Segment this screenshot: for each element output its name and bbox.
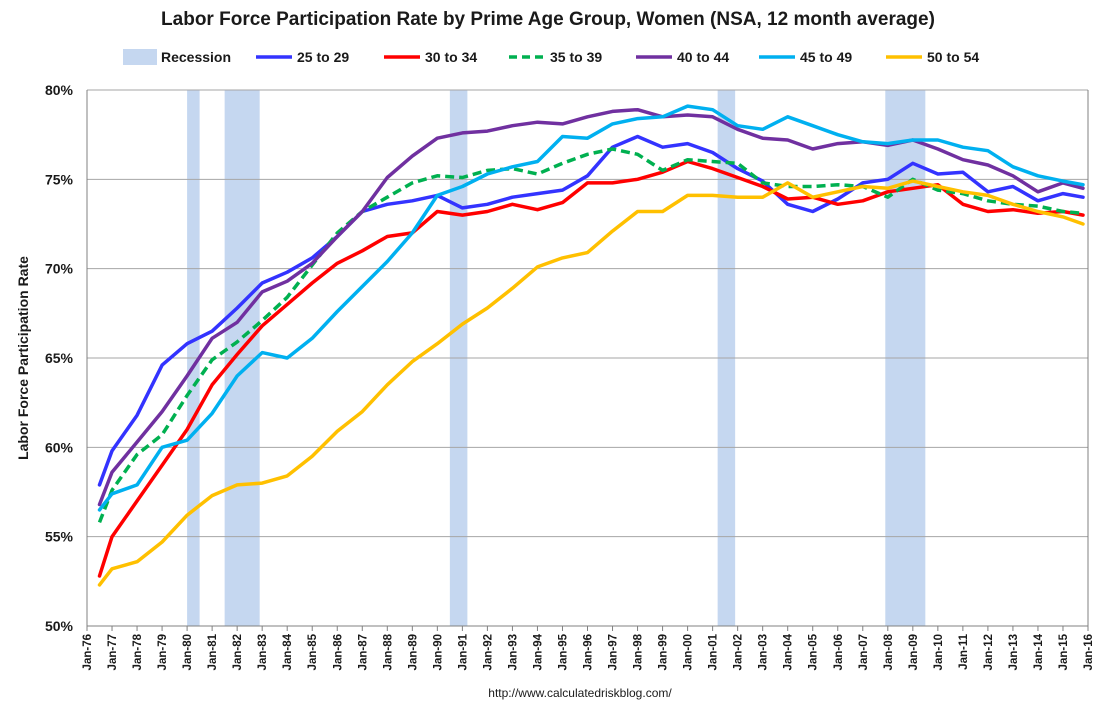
x-tick-label: Jan-94 (532, 633, 544, 670)
x-tick-label: Jan-13 (1008, 634, 1020, 670)
x-tick-label: Jan-99 (658, 634, 670, 670)
chart-title: Labor Force Participation Rate by Prime … (161, 9, 935, 30)
x-tick-label: Jan-91 (457, 633, 469, 670)
y-tick-label: 60% (45, 439, 74, 455)
series-lines (97, 104, 1085, 587)
y-tick-label: 55% (45, 529, 74, 545)
x-tick-label: Jan-16 (1083, 634, 1095, 670)
x-tick-label: Jan-95 (557, 633, 569, 670)
y-tick-label: 65% (45, 350, 74, 366)
axes: 50% 55% 60% 65% 70% 75% 80% Jan-76 Jan-77 Jan-78 J… (45, 82, 1095, 670)
series-45-to-49 (97, 104, 1085, 512)
source-url: http://www.calculatedriskblog.com/ (488, 686, 672, 700)
x-tick-label: Jan-89 (407, 634, 419, 670)
legend-label-50-to-54: 50 to 54 (927, 49, 979, 65)
x-tick-label: Jan-98 (633, 633, 645, 670)
x-tick-label: Jan-12 (983, 634, 995, 670)
legend-label-recession: Recession (161, 49, 231, 65)
x-tick-label: Jan-79 (157, 634, 169, 670)
x-tick-label: Jan-14 (1033, 633, 1045, 670)
x-tick-label: Jan-92 (482, 634, 494, 670)
x-tick-label: Jan-76 (82, 634, 94, 670)
y-tick-label: 70% (45, 261, 74, 277)
x-tick-label: Jan-88 (382, 633, 394, 670)
x-tick-label: Jan-10 (933, 634, 945, 670)
series-50-to-54 (97, 179, 1085, 587)
x-tick-label: Jan-05 (808, 633, 820, 670)
legend: Recession 25 to 29 30 to 34 35 to 39 40 to 4… (123, 49, 979, 65)
y-tick-label: 75% (45, 171, 74, 187)
x-tick-label: Jan-09 (908, 634, 920, 670)
legend-label-30-to-34: 30 to 34 (425, 49, 477, 65)
x-tick-label: Jan-15 (1058, 633, 1070, 670)
x-tick-label: Jan-83 (257, 634, 269, 670)
series-40-to-44 (97, 107, 1085, 507)
x-tick-label: Jan-08 (883, 633, 895, 670)
x-tick-label: Jan-02 (733, 634, 745, 670)
x-tick-label: Jan-03 (758, 634, 770, 670)
legend-label-35-to-39: 35 to 39 (550, 49, 602, 65)
x-tick-label: Jan-82 (232, 634, 244, 670)
x-tick-label: Jan-87 (357, 634, 369, 670)
series-25-to-29 (97, 134, 1085, 487)
x-tick-label: Jan-00 (683, 634, 695, 670)
y-tick-label: 50% (45, 618, 74, 634)
x-tick-label: Jan-86 (332, 634, 344, 670)
x-tick-label: Jan-93 (507, 634, 519, 670)
x-tick-label: Jan-96 (583, 634, 595, 670)
x-tick-label: Jan-78 (132, 633, 144, 670)
legend-swatch-recession (123, 49, 157, 65)
y-tick-label: 80% (45, 82, 74, 98)
x-tick-label: Jan-06 (833, 634, 845, 670)
x-tick-label: Jan-77 (107, 634, 119, 670)
x-tick-label: Jan-90 (432, 634, 444, 670)
legend-label-40-to-44: 40 to 44 (677, 49, 729, 65)
x-tick-label: Jan-81 (207, 633, 219, 670)
legend-label-45-to-49: 45 to 49 (800, 49, 852, 65)
legend-label-25-to-29: 25 to 29 (297, 49, 349, 65)
x-tick-label: Jan-84 (282, 633, 294, 670)
x-tick-label: Jan-04 (783, 633, 795, 670)
y-axis-label: Labor Force Participation Rate (15, 256, 31, 460)
x-tick-label: Jan-80 (182, 634, 194, 670)
x-tick-label: Jan-01 (708, 633, 720, 670)
x-tick-label: Jan-85 (307, 633, 319, 670)
x-tick-label: Jan-97 (608, 634, 620, 670)
series-30-to-34 (97, 159, 1085, 578)
x-tick-label: Jan-11 (958, 633, 970, 669)
x-tick-label: Jan-07 (858, 634, 870, 670)
